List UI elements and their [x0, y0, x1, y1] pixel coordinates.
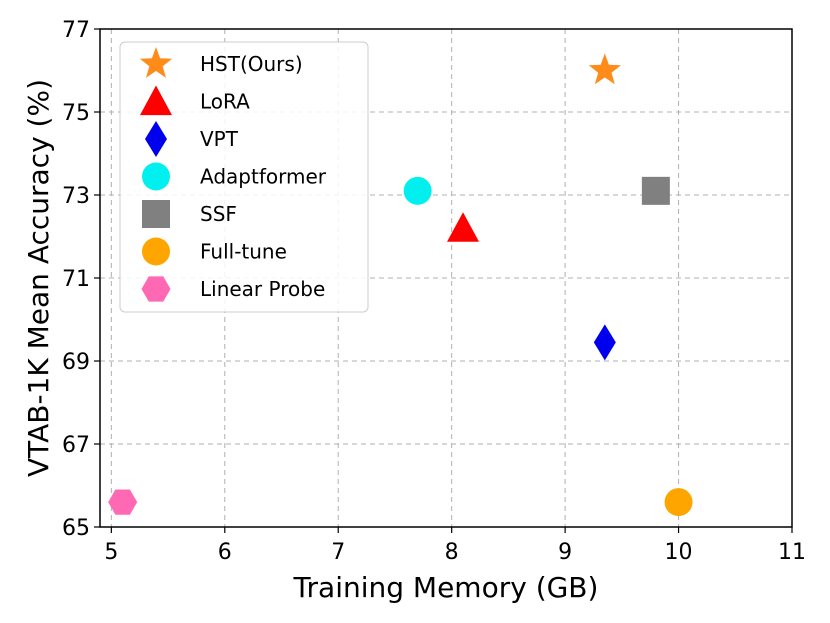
- data-point-adaptformer: [403, 176, 432, 205]
- legend-label: SSF: [200, 202, 237, 226]
- y-tick-label: 65: [62, 516, 90, 541]
- x-tick-label: 7: [331, 540, 345, 565]
- data-point-hst-ours: [588, 53, 621, 85]
- data-point-ssf: [641, 176, 670, 205]
- x-tick-label: 9: [558, 540, 572, 565]
- x-tick-label: 5: [104, 540, 118, 565]
- x-axis-label: Training Memory (GB): [293, 571, 599, 604]
- legend-marker: [142, 200, 170, 228]
- legend: HST(Ours) LoRA VPT Adaptformer SSF Full-tune L…: [119, 41, 369, 313]
- x-tick-label: 11: [778, 540, 806, 565]
- y-tick-label: 73: [62, 184, 90, 209]
- legend-label: Linear Probe: [200, 277, 325, 301]
- x-tick-label: 8: [445, 540, 459, 565]
- y-tick-label: 71: [62, 267, 90, 292]
- y-axis-ticks: 65 67 69 71 73 75 77: [62, 18, 100, 541]
- legend-marker: [145, 121, 167, 157]
- data-point-vpt: [593, 324, 616, 361]
- legend-label: VPT: [200, 127, 239, 151]
- y-tick-label: 69: [62, 350, 90, 375]
- y-tick-label: 77: [62, 18, 90, 43]
- data-point-full-tune: [664, 488, 693, 517]
- legend-marker: [142, 237, 170, 266]
- y-tick-label: 75: [62, 101, 90, 126]
- x-tick-label: 10: [665, 540, 693, 565]
- legend-label: Adaptformer: [200, 165, 327, 189]
- legend-marker: [141, 276, 171, 302]
- data-point-linear-probe: [108, 489, 138, 515]
- x-tick-label: 6: [218, 540, 232, 565]
- legend-box: [119, 41, 369, 313]
- y-axis-label: VTAB-1K Mean Accuracy (%): [22, 79, 55, 477]
- legend-marker: [140, 85, 172, 116]
- legend-marker: [142, 162, 170, 191]
- legend-label: Full-tune: [200, 240, 287, 264]
- legend-marker: [139, 47, 173, 78]
- x-axis-ticks: 5 6 7 8 9 10 11: [104, 527, 806, 565]
- data-points: [108, 53, 693, 517]
- data-point-lora: [447, 212, 480, 242]
- legend-label: LoRA: [200, 90, 250, 114]
- legend-label: HST(Ours): [200, 52, 303, 76]
- y-tick-label: 67: [62, 433, 90, 458]
